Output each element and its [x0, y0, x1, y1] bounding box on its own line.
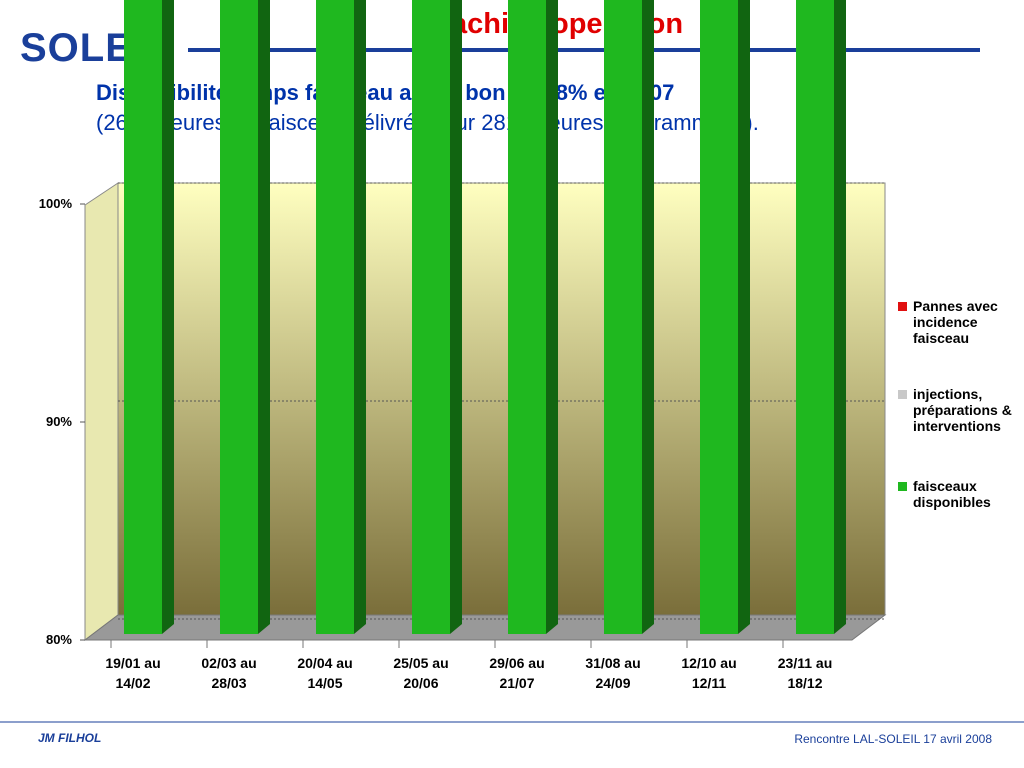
subtitle: Disponibilité temps faisceau assez bon :… — [96, 80, 675, 105]
bar-side — [354, 0, 366, 634]
bar-segment — [412, 0, 450, 634]
bar-side — [834, 0, 846, 634]
bar-side — [738, 0, 750, 634]
legend-label: injections, préparations & interventions — [913, 386, 1012, 434]
bar-segment — [604, 0, 642, 634]
bar-segment — [796, 0, 834, 634]
bar-segment — [316, 0, 354, 634]
footer-right: Rencontre LAL-SOLEIL 17 avril 2008 — [794, 732, 992, 746]
x-tick-label: 12/10 au 12/11 — [681, 655, 736, 691]
legend-item: Pannes avec incidence faisceau — [898, 298, 1023, 346]
legend-label: faisceaux disponibles — [913, 478, 991, 510]
legend-swatch — [898, 390, 907, 399]
bar-segment — [508, 0, 546, 634]
y-tick-label: 100% — [39, 196, 73, 211]
bar-side — [450, 0, 462, 634]
side-wall — [84, 182, 119, 642]
x-tick-label: 31/08 au 24/09 — [585, 655, 640, 691]
legend-item: injections, préparations & interventions — [898, 386, 1023, 434]
y-tick-label: 80% — [46, 632, 72, 647]
legend-swatch — [898, 482, 907, 491]
footer-left: JM FILHOL — [38, 731, 102, 745]
x-tick-label: 29/06 au 21/07 — [489, 655, 544, 691]
x-tick-label: 20/04 au 14/05 — [297, 655, 352, 691]
floor — [83, 614, 887, 641]
x-tick-label: 19/01 au 14/02 — [105, 655, 160, 691]
x-tick-label: 23/11 au 18/12 — [778, 655, 833, 691]
x-tick-label: 02/03 au 28/03 — [201, 655, 256, 691]
legend-item: faisceaux disponibles — [898, 478, 1023, 510]
bar-segment — [700, 0, 738, 634]
legend-label: Pannes avec incidence faisceau — [913, 298, 998, 346]
bar-side — [642, 0, 654, 634]
bar-side — [162, 0, 174, 634]
bar-side — [546, 0, 558, 634]
bar-side — [258, 0, 270, 634]
y-tick-label: 90% — [46, 414, 72, 429]
bar-segment — [124, 0, 162, 634]
bar-segment — [220, 0, 258, 634]
legend-swatch — [898, 302, 907, 311]
x-tick-label: 25/05 au 20/06 — [393, 655, 448, 691]
